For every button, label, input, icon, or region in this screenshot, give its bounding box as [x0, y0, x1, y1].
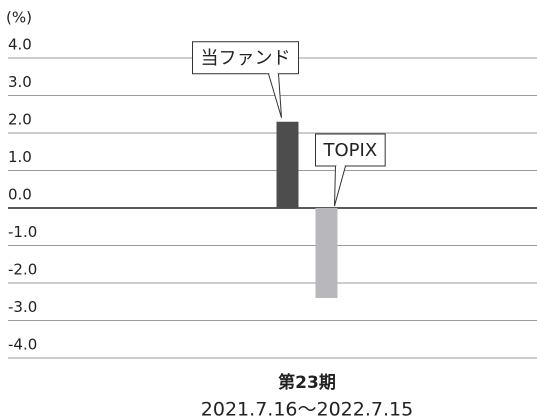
legend-label: 当ファンド [201, 48, 291, 69]
x-period-label: 2021.7.16～2022.7.15 [201, 399, 413, 420]
callout-pointer [334, 165, 346, 207]
y-tick-label: -1.0 [8, 223, 37, 241]
x-tick-label: 第23期 [278, 372, 336, 393]
y-tick-label: 3.0 [8, 73, 32, 91]
y-tick-label: -4.0 [8, 336, 37, 354]
y-tick-label: 4.0 [8, 36, 32, 54]
y-tick-label: 2.0 [8, 111, 32, 129]
y-tick-label: -3.0 [8, 298, 37, 316]
callout-box [315, 133, 386, 167]
callout-pointer [268, 73, 282, 118]
legend-label: TOPIX [323, 140, 378, 161]
y-tick-label: 1.0 [8, 148, 32, 166]
y-tick-label: -2.0 [8, 261, 37, 279]
y-tick-label: 0.0 [8, 186, 32, 204]
bar [276, 121, 299, 208]
callout-box [192, 41, 299, 75]
bar [315, 208, 338, 298]
y-unit: (%) [6, 9, 32, 27]
